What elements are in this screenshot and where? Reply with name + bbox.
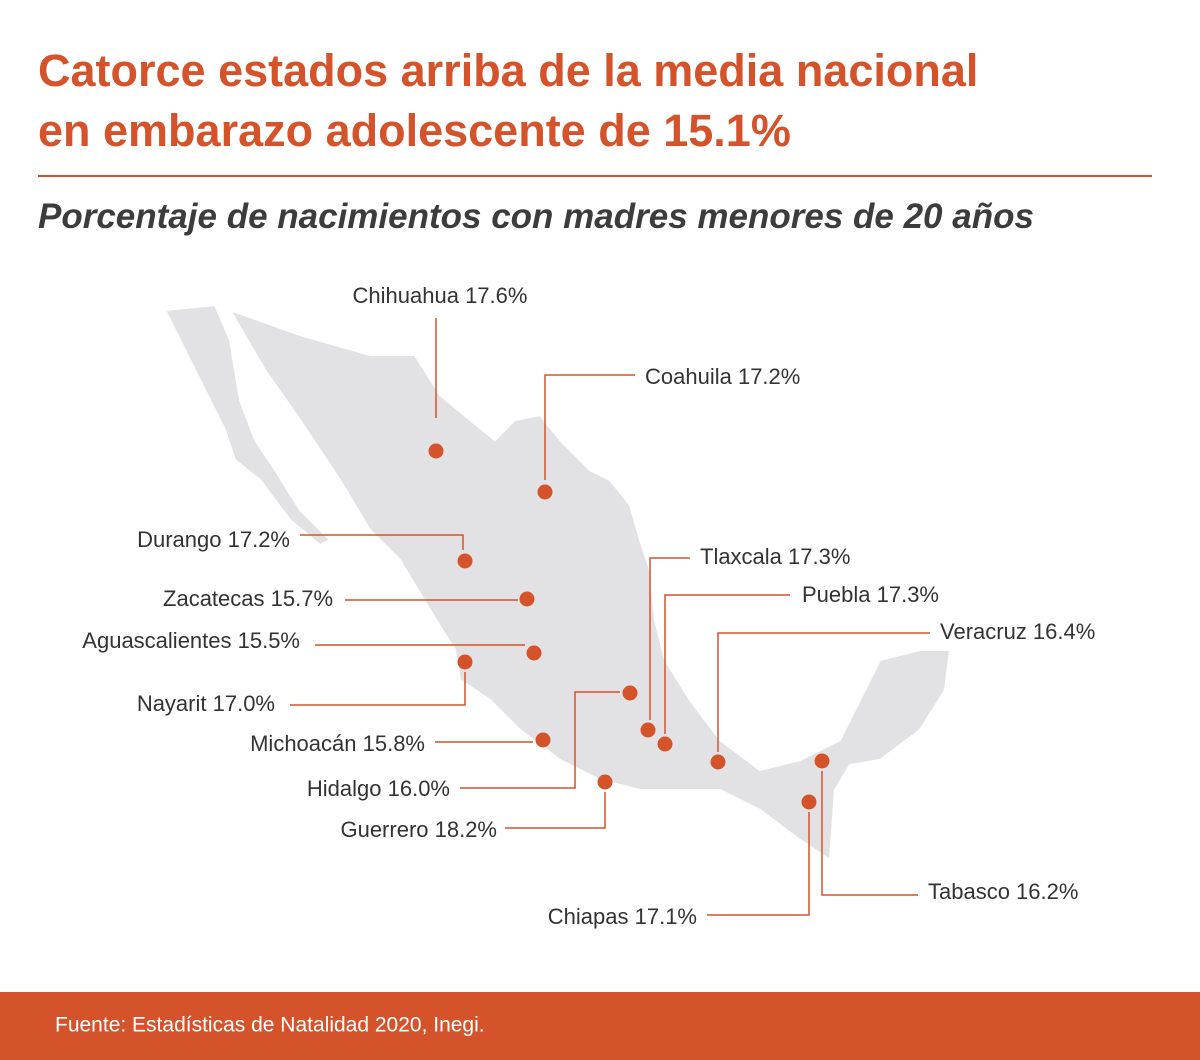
state-dot [428, 443, 444, 459]
title-line: Catorce estados arriba de la media nacio… [38, 45, 978, 96]
state-label: Chihuahua 17.6% [353, 283, 528, 308]
state-label: Coahuila 17.2% [645, 364, 800, 389]
state-dot [814, 753, 830, 769]
state-dot [622, 685, 638, 701]
footer-band [0, 992, 1200, 1060]
state-label: Chiapas 17.1% [548, 904, 697, 929]
leader-line [460, 691, 620, 789]
state-dot [457, 553, 473, 569]
state-dot [597, 774, 613, 790]
state-dot [640, 722, 656, 738]
state-dot [535, 732, 551, 748]
leader-line [505, 792, 606, 829]
leader-line [664, 594, 790, 734]
source: Fuente: Estadísticas de Natalidad 2020, … [55, 1014, 485, 1037]
state-label: Puebla 17.3% [802, 582, 939, 607]
leader-line [544, 374, 635, 480]
state-label: Tabasco 16.2% [928, 879, 1078, 904]
state-label: Tlaxcala 17.3% [700, 544, 850, 569]
state-dot [519, 591, 535, 607]
leader-line [649, 557, 690, 720]
state-dot [657, 736, 673, 752]
state-label: Nayarit 17.0% [137, 691, 275, 716]
leader-line [717, 632, 930, 752]
baja-california [163, 303, 332, 547]
leader-line [290, 672, 466, 706]
state-label: Veracruz 16.4% [940, 619, 1095, 644]
title-line: en embarazo adolescente de 15.1% [38, 105, 791, 156]
leader-line [300, 534, 464, 550]
state-label: Zacatecas 15.7% [163, 586, 333, 611]
state-label: Hidalgo 16.0% [307, 776, 450, 801]
state-dot [457, 654, 473, 670]
state-dot [801, 794, 817, 810]
leader-line [707, 812, 810, 916]
subtitle: Porcentaje de nacimientos con madres men… [38, 197, 1034, 236]
state-dot [537, 484, 553, 500]
leader-line [821, 771, 918, 896]
state-label: Guerrero 18.2% [340, 817, 497, 842]
state-dot [526, 645, 542, 661]
state-dot [710, 754, 726, 770]
state-label: Michoacán 15.8% [250, 731, 425, 756]
state-label: Aguascalientes 15.5% [82, 628, 300, 653]
state-labels: Chihuahua 17.6% Coahuila 17.2% Durango 17.… [82, 283, 1095, 929]
state-label: Durango 17.2% [137, 527, 290, 552]
